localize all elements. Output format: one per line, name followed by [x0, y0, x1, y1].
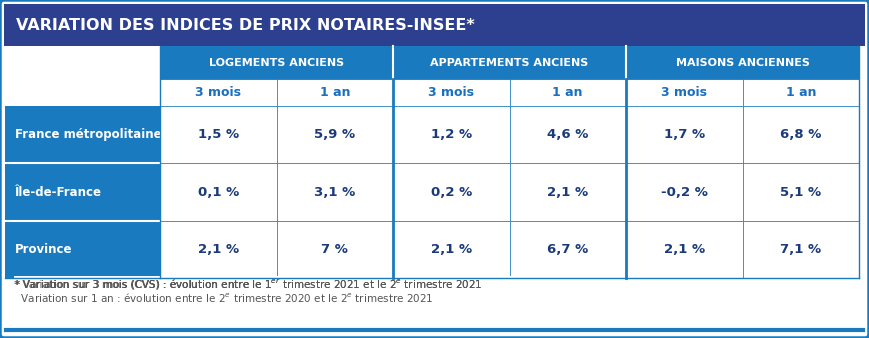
Bar	[509, 106, 626, 163]
Bar	[276, 163, 393, 221]
Bar	[14, 276, 614, 290]
Bar	[509, 79, 626, 106]
Text: Province: Province	[15, 243, 72, 256]
Text: 5,1 %: 5,1 %	[780, 186, 821, 198]
Bar	[742, 79, 859, 106]
Bar	[393, 221, 509, 278]
Bar	[626, 106, 742, 163]
Bar	[4, 4, 865, 46]
Bar	[393, 46, 626, 79]
Text: 2,1 %: 2,1 %	[431, 243, 472, 256]
Text: Île-de-France: Île-de-France	[15, 186, 102, 198]
Text: 6,8 %: 6,8 %	[780, 128, 821, 141]
Text: 7 %: 7 %	[322, 243, 348, 256]
Bar	[509, 163, 626, 221]
Bar	[742, 106, 859, 163]
Text: 1 an: 1 an	[553, 86, 583, 99]
Text: 3 mois: 3 mois	[661, 86, 707, 99]
Text: 1,5 %: 1,5 %	[197, 128, 239, 141]
Text: * Variation sur 3 mois (CVS) : évolution entre le 1: * Variation sur 3 mois (CVS) : évolution…	[14, 280, 271, 290]
Text: -0,2 %: -0,2 %	[660, 186, 707, 198]
Bar	[160, 46, 393, 79]
Bar	[742, 163, 859, 221]
Text: 1 an: 1 an	[786, 86, 816, 99]
Text: VARIATION DES INDICES DE PRIX NOTAIRES-INSEE*: VARIATION DES INDICES DE PRIX NOTAIRES-I…	[16, 18, 474, 32]
Text: * Variation sur 3 mois (CVS) : évolution entre le 1$^{er}$ trimestre 2021 et le : * Variation sur 3 mois (CVS) : évolution…	[14, 277, 482, 291]
Bar	[160, 79, 276, 106]
Text: 2,1 %: 2,1 %	[664, 243, 705, 256]
Bar	[160, 221, 276, 278]
Text: France métropolitaine: France métropolitaine	[15, 128, 162, 141]
Bar	[5, 79, 160, 106]
Bar	[276, 221, 393, 278]
Bar	[160, 106, 276, 163]
Text: LOGEMENTS ANCIENS: LOGEMENTS ANCIENS	[209, 57, 344, 68]
Bar	[393, 79, 509, 106]
Bar	[5, 106, 160, 163]
Bar	[160, 163, 276, 221]
Text: 3,1 %: 3,1 %	[314, 186, 355, 198]
Text: 3 mois: 3 mois	[428, 86, 474, 99]
Text: 5,9 %: 5,9 %	[315, 128, 355, 141]
Text: 7,1 %: 7,1 %	[780, 243, 821, 256]
Text: 0,1 %: 0,1 %	[197, 186, 239, 198]
Bar	[626, 163, 742, 221]
Bar	[5, 46, 160, 79]
Text: 1,7 %: 1,7 %	[664, 128, 705, 141]
Bar	[5, 163, 160, 221]
Text: 3 mois: 3 mois	[196, 86, 242, 99]
Text: 2,1 %: 2,1 %	[197, 243, 239, 256]
Text: 0,2 %: 0,2 %	[431, 186, 472, 198]
Bar	[626, 221, 742, 278]
Bar	[509, 221, 626, 278]
Text: 2,1 %: 2,1 %	[547, 186, 588, 198]
Text: Variation sur 1 an : évolution entre le 2$^{e}$ trimestre 2020 et le 2$^{e}$ tri: Variation sur 1 an : évolution entre le …	[14, 291, 434, 304]
Text: 6,7 %: 6,7 %	[547, 243, 588, 256]
Text: APPARTEMENTS ANCIENS: APPARTEMENTS ANCIENS	[430, 57, 588, 68]
Bar	[5, 221, 160, 278]
Text: 4,6 %: 4,6 %	[547, 128, 588, 141]
Bar	[393, 163, 509, 221]
Bar	[626, 46, 859, 79]
Bar	[276, 106, 393, 163]
Text: MAISONS ANCIENNES: MAISONS ANCIENNES	[675, 57, 809, 68]
Bar	[742, 221, 859, 278]
Text: 1,2 %: 1,2 %	[431, 128, 472, 141]
Bar	[393, 106, 509, 163]
Bar	[276, 79, 393, 106]
Bar	[626, 79, 742, 106]
Text: * Variation sur 3 mois (CVS) : évolution entre le 1$^{er}$ trimestre 2021 et le : * Variation sur 3 mois (CVS) : évolution…	[14, 277, 482, 291]
Text: 1 an: 1 an	[320, 86, 350, 99]
